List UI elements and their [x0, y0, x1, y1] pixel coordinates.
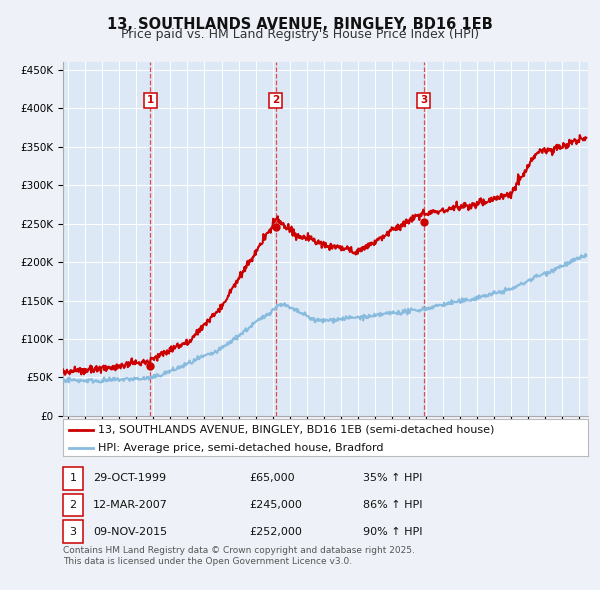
- Text: HPI: Average price, semi-detached house, Bradford: HPI: Average price, semi-detached house,…: [98, 443, 383, 453]
- Text: 12-MAR-2007: 12-MAR-2007: [93, 500, 168, 510]
- Text: Price paid vs. HM Land Registry's House Price Index (HPI): Price paid vs. HM Land Registry's House …: [121, 28, 479, 41]
- Text: £252,000: £252,000: [249, 527, 302, 536]
- Text: 1: 1: [147, 96, 154, 106]
- Text: 29-OCT-1999: 29-OCT-1999: [93, 474, 166, 483]
- Text: This data is licensed under the Open Government Licence v3.0.: This data is licensed under the Open Gov…: [63, 558, 352, 566]
- Text: 09-NOV-2015: 09-NOV-2015: [93, 527, 167, 536]
- Text: 13, SOUTHLANDS AVENUE, BINGLEY, BD16 1EB: 13, SOUTHLANDS AVENUE, BINGLEY, BD16 1EB: [107, 17, 493, 31]
- Text: 3: 3: [70, 527, 76, 536]
- Text: 13, SOUTHLANDS AVENUE, BINGLEY, BD16 1EB (semi-detached house): 13, SOUTHLANDS AVENUE, BINGLEY, BD16 1EB…: [98, 425, 494, 435]
- Text: £65,000: £65,000: [249, 474, 295, 483]
- Text: Contains HM Land Registry data © Crown copyright and database right 2025.: Contains HM Land Registry data © Crown c…: [63, 546, 415, 555]
- Text: 90% ↑ HPI: 90% ↑ HPI: [363, 527, 422, 536]
- Text: 2: 2: [70, 500, 76, 510]
- Text: 3: 3: [420, 96, 427, 106]
- Text: 35% ↑ HPI: 35% ↑ HPI: [363, 474, 422, 483]
- Text: £245,000: £245,000: [249, 500, 302, 510]
- Text: 1: 1: [70, 474, 76, 483]
- Text: 2: 2: [272, 96, 280, 106]
- Text: 86% ↑ HPI: 86% ↑ HPI: [363, 500, 422, 510]
